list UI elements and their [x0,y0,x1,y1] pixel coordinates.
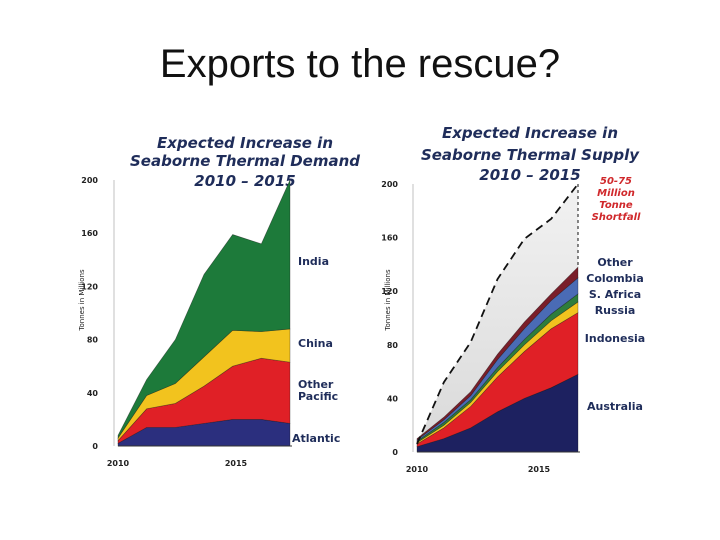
supply-y-tick-80: 80 [387,341,399,350]
supply-label-indonesia: Indonesia [585,332,645,345]
demand-label-india: India [298,255,329,268]
demand-label-other-pacific: Other Pacific [298,378,338,403]
supply-y-tick-160: 160 [381,234,398,243]
demand-label-china: China [298,337,333,350]
supply-demand-line [416,183,579,445]
supply-shortfall-label: 50-75 Million Tonne Shortfall [592,176,641,223]
demand-title-line-3: 2010 – 2015 [194,172,295,190]
supply-label-colombia: Colombia [586,272,644,285]
demand-area-india [117,179,291,440]
supply-chart: Expected Increase in Seaborne Thermal Su… [381,124,645,474]
supply-x-tick-2010: 2010 [406,465,429,474]
demand-y-tick-200: 200 [81,176,98,185]
supply-label-russia: Russia [595,304,636,317]
supply-label-s-africa: S. Africa [589,288,641,301]
demand-label-atlantic: Atlantic [292,432,340,445]
demand-chart: Expected Increase in Seaborne Thermal De… [78,134,360,468]
supply-x-tick-2015: 2015 [528,465,551,474]
demand-x-tick-2015: 2015 [225,459,248,468]
supply-title-line-3: 2010 – 2015 [479,166,580,184]
demand-y-axis-label: Tonnes in Millions [78,269,86,332]
demand-y-tick-160: 160 [81,229,98,238]
supply-y-tick-200: 200 [381,180,398,189]
demand-y-tick-120: 120 [81,282,98,291]
supply-area-other [416,266,579,441]
demand-y-tick-80: 80 [87,336,99,345]
supply-y-axis-label: Tonnes in Millions [384,269,392,332]
supply-y-tick-0: 0 [392,448,398,457]
supply-title-line-2: Seaborne Thermal Supply [421,146,640,164]
demand-y-tick-40: 40 [87,389,99,398]
demand-title-line-2: Seaborne Thermal Demand [130,152,360,170]
supply-label-other: Other [597,256,633,269]
supply-y-tick-120: 120 [381,287,398,296]
supply-y-tick-40: 40 [387,394,399,403]
slide-title: Exports to the rescue? [159,42,561,86]
demand-y-tick-0: 0 [92,442,98,451]
demand-title-line-1: Expected Increase in [157,134,333,152]
supply-title-line-1: Expected Increase in [442,124,618,142]
demand-x-tick-2010: 2010 [107,459,130,468]
supply-label-australia: Australia [587,400,643,413]
